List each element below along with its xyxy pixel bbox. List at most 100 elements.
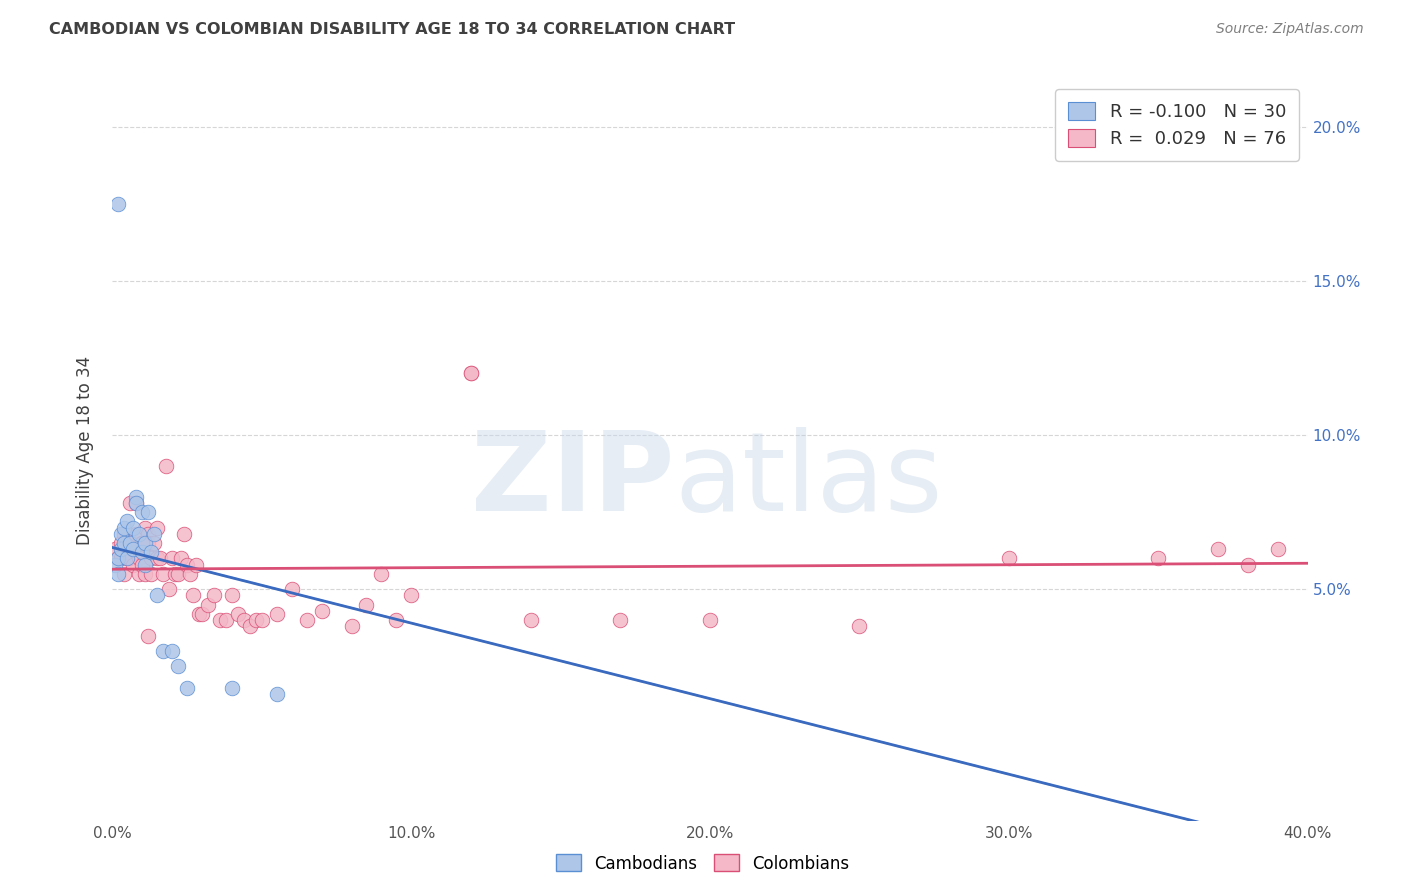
Point	[146, 520, 169, 534]
Point	[131, 505, 153, 519]
Point	[356, 598, 378, 612]
Point	[848, 619, 870, 633]
Point	[176, 681, 198, 695]
Point	[104, 542, 127, 557]
Point	[173, 526, 195, 541]
Point	[117, 551, 139, 566]
Point	[134, 558, 156, 572]
Point	[122, 520, 145, 534]
Point	[122, 536, 145, 550]
Point	[117, 551, 139, 566]
Point	[239, 619, 262, 633]
Point	[107, 566, 129, 581]
Point	[134, 520, 156, 534]
Point	[125, 496, 148, 510]
Point	[233, 613, 256, 627]
Point	[104, 558, 127, 572]
Point	[165, 566, 187, 581]
Point	[134, 566, 156, 581]
Point	[162, 551, 183, 566]
Point	[340, 619, 363, 633]
Point	[226, 607, 249, 621]
Point	[128, 551, 150, 566]
Point	[146, 589, 169, 603]
Point	[138, 505, 160, 519]
Text: Source: ZipAtlas.com: Source: ZipAtlas.com	[1216, 22, 1364, 37]
Point	[609, 613, 631, 627]
Point	[138, 536, 160, 550]
Point	[138, 628, 160, 642]
Point	[131, 545, 153, 559]
Point	[146, 551, 169, 566]
Point	[181, 589, 204, 603]
Point	[131, 536, 153, 550]
Point	[120, 536, 142, 550]
Point	[245, 613, 267, 627]
Point	[117, 515, 139, 529]
Point	[149, 551, 172, 566]
Point	[197, 598, 219, 612]
Point	[152, 644, 174, 658]
Text: ZIP: ZIP	[471, 426, 675, 533]
Point	[143, 536, 166, 550]
Point	[221, 589, 243, 603]
Point	[114, 536, 135, 550]
Point	[295, 613, 318, 627]
Point	[120, 536, 142, 550]
Point	[110, 526, 132, 541]
Point	[179, 566, 201, 581]
Point	[110, 551, 132, 566]
Point	[107, 551, 129, 566]
Point	[125, 496, 148, 510]
Point	[221, 681, 243, 695]
Point	[125, 490, 148, 504]
Point	[266, 687, 288, 701]
Point	[460, 367, 482, 381]
Point	[141, 551, 163, 566]
Point	[128, 526, 150, 541]
Point	[152, 566, 174, 581]
Point	[170, 551, 193, 566]
Point	[186, 558, 208, 572]
Point	[125, 526, 148, 541]
Text: CAMBODIAN VS COLOMBIAN DISABILITY AGE 18 TO 34 CORRELATION CHART: CAMBODIAN VS COLOMBIAN DISABILITY AGE 18…	[49, 22, 735, 37]
Point	[250, 613, 273, 627]
Text: atlas: atlas	[675, 426, 942, 533]
Point	[176, 558, 198, 572]
Point	[120, 496, 142, 510]
Point	[1237, 558, 1260, 572]
Y-axis label: Disability Age 18 to 34: Disability Age 18 to 34	[76, 356, 94, 545]
Point	[155, 458, 177, 473]
Point	[370, 566, 392, 581]
Point	[202, 589, 225, 603]
Point	[138, 526, 160, 541]
Point	[131, 558, 153, 572]
Point	[110, 536, 132, 550]
Point	[143, 526, 166, 541]
Point	[141, 545, 163, 559]
Point	[191, 607, 214, 621]
Point	[117, 536, 139, 550]
Point	[114, 566, 135, 581]
Point	[520, 613, 543, 627]
Point	[141, 566, 163, 581]
Point	[107, 551, 129, 566]
Point	[167, 566, 190, 581]
Point	[401, 589, 423, 603]
Point	[114, 526, 135, 541]
Point	[699, 613, 721, 627]
Point	[134, 536, 156, 550]
Point	[460, 367, 482, 381]
Point	[157, 582, 180, 597]
Point	[311, 604, 333, 618]
Point	[167, 659, 190, 673]
Point	[215, 613, 238, 627]
Point	[385, 613, 408, 627]
Point	[1267, 542, 1289, 557]
Point	[281, 582, 304, 597]
Point	[1206, 542, 1229, 557]
Point	[125, 545, 148, 559]
Point	[120, 551, 142, 566]
Point	[266, 607, 288, 621]
Point	[107, 196, 129, 211]
